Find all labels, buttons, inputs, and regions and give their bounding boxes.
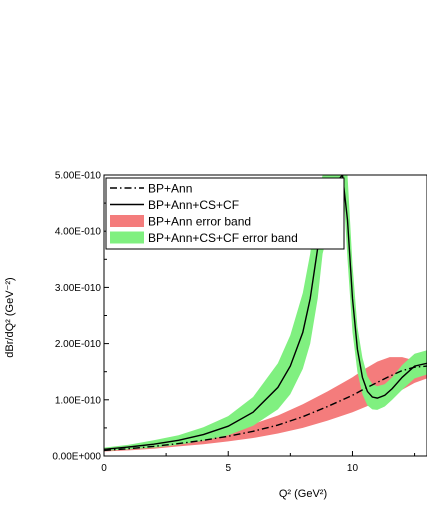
band-bp-ann-error-band bbox=[104, 357, 427, 452]
legend-swatch-bp-ann-error-band bbox=[110, 215, 144, 227]
y-tick-label: 3.00E-010 bbox=[55, 283, 102, 294]
x-axis: 0 5 10 bbox=[101, 451, 416, 474]
legend-label-bp-ann: BP+Ann bbox=[148, 182, 192, 196]
legend: BP+Ann BP+Ann+CS+CF BP+Ann error band BP+An… bbox=[105, 177, 345, 250]
y-tick-label: 2.00E-010 bbox=[55, 339, 102, 350]
legend-swatch-bp-ann-cs-cf-error-band bbox=[110, 231, 144, 244]
y-axis-title: dBr/dQ² (GeV⁻²) bbox=[4, 277, 16, 357]
x-axis-title: Q² (GeV²) bbox=[279, 488, 327, 500]
x-tick-label: 5 bbox=[225, 463, 231, 474]
y-axis: 0.00E+000 1.00E-010 2.00E-010 3.00E-010 4.00… bbox=[52, 171, 109, 463]
legend-label-bp-ann-error-band: BP+Ann error band bbox=[148, 215, 251, 229]
band-bp-ann-cs-cf-error-band bbox=[104, 175, 427, 451]
legend-label-bp-ann-cs-cf-error-band: BP+Ann+CS+CF error band bbox=[148, 231, 298, 245]
x-tick-label: 10 bbox=[347, 463, 359, 474]
x-tick-label: 0 bbox=[101, 463, 107, 474]
y-tick-label: 0.00E+000 bbox=[52, 452, 101, 463]
error-bands bbox=[104, 175, 427, 452]
y-tick-label: 4.00E-010 bbox=[55, 227, 102, 238]
legend-box bbox=[105, 177, 345, 250]
y-tick-label: 5.00E-010 bbox=[55, 171, 102, 182]
y-tick-label: 1.00E-010 bbox=[55, 395, 102, 406]
legend-label-bp-ann-cs-cf: BP+Ann+CS+CF bbox=[148, 198, 239, 212]
